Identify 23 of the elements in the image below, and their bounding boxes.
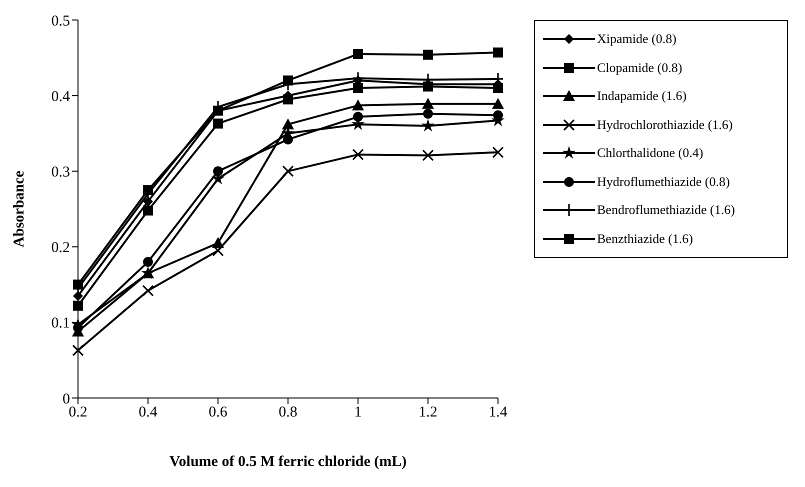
legend-label: Xipamide (0.8) — [597, 31, 676, 48]
x-tick-label: 0.4 — [138, 404, 158, 421]
x-axis-title: Volume of 0.5 M ferric chloride (mL) — [169, 454, 407, 470]
legend-label: Bendroflumethiazide (1.6) — [597, 202, 735, 218]
legend-label: Chlorthalidone (0.4) — [597, 145, 704, 162]
y-axis-title: Absorbance — [11, 170, 28, 248]
x-tick-label: 1.2 — [418, 404, 438, 421]
legend-label: Hydrochlorothiazide (1.6) — [597, 116, 733, 133]
y-tick-label: 0 — [62, 391, 70, 408]
x-tick-label: 1 — [354, 404, 362, 421]
y-tick-label: 0.1 — [51, 316, 70, 332]
y-tick-label: 0.2 — [51, 240, 70, 256]
x-tick-label: 0.2 — [68, 404, 88, 421]
y-tick-label: 0.3 — [51, 164, 70, 181]
y-tick-label: 0.4 — [51, 88, 70, 105]
x-tick-label: 1.4 — [488, 404, 508, 421]
legend-label: Clopamide (0.8) — [597, 60, 682, 76]
y-tick-label: 0.5 — [51, 13, 70, 30]
legend-label: Indapamide (1.6) — [597, 88, 687, 104]
legend-label: Hydroflumethiazide (0.8) — [597, 174, 730, 190]
legend-label: Benzthiazide (1.6) — [597, 230, 694, 247]
x-tick-label: 0.8 — [278, 404, 298, 421]
x-tick-label: 0.6 — [208, 404, 228, 421]
